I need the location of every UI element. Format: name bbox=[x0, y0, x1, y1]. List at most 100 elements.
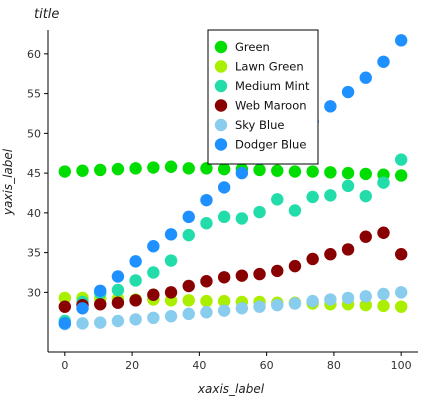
point-medium-mint bbox=[377, 176, 390, 189]
y-axis-title: yaxis_label bbox=[1, 148, 15, 216]
point-green bbox=[341, 166, 355, 180]
point-medium-mint bbox=[129, 274, 142, 287]
point-green bbox=[182, 162, 195, 175]
point-green bbox=[58, 165, 72, 178]
point-web-maroon bbox=[217, 271, 231, 284]
point-sky-blue bbox=[111, 314, 125, 328]
point-web-maroon bbox=[200, 275, 213, 288]
x-tick-label: 80 bbox=[327, 359, 341, 372]
chart-marks bbox=[58, 34, 408, 331]
point-sky-blue bbox=[94, 316, 107, 329]
point-medium-mint bbox=[217, 210, 231, 224]
point-dodger-blue bbox=[58, 317, 72, 330]
point-web-maroon bbox=[94, 298, 107, 311]
point-dodger-blue bbox=[341, 85, 355, 99]
point-sky-blue bbox=[324, 293, 337, 306]
point-sky-blue bbox=[182, 307, 195, 321]
legend-swatch-green bbox=[214, 40, 228, 54]
point-sky-blue bbox=[235, 302, 249, 315]
point-medium-mint bbox=[147, 266, 160, 279]
point-lawn-green bbox=[182, 294, 195, 307]
y-tick-label: 60 bbox=[27, 48, 41, 61]
point-dodger-blue bbox=[235, 166, 249, 180]
point-web-maroon bbox=[129, 294, 142, 307]
point-sky-blue bbox=[217, 304, 231, 317]
x-tick-label: 60 bbox=[260, 359, 274, 372]
point-sky-blue bbox=[76, 317, 89, 330]
point-lawn-green bbox=[377, 299, 390, 313]
point-sky-blue bbox=[164, 310, 178, 323]
point-medium-mint bbox=[359, 189, 372, 203]
point-lawn-green bbox=[217, 294, 231, 308]
legend-label-medium-mint: Medium Mint bbox=[235, 79, 310, 93]
x-tick-label: 40 bbox=[192, 359, 206, 372]
point-dodger-blue bbox=[200, 193, 213, 207]
point-web-maroon bbox=[288, 259, 302, 273]
point-green bbox=[306, 165, 319, 178]
point-sky-blue bbox=[147, 311, 160, 325]
point-medium-mint bbox=[394, 153, 408, 166]
point-sky-blue bbox=[129, 313, 142, 326]
point-green bbox=[76, 164, 89, 177]
point-green bbox=[147, 161, 160, 174]
point-web-maroon bbox=[111, 296, 125, 309]
point-sky-blue bbox=[271, 298, 284, 312]
point-medium-mint bbox=[235, 212, 249, 225]
x-tick-label: 0 bbox=[61, 359, 68, 372]
point-green bbox=[111, 162, 125, 176]
series-dodger-blue bbox=[58, 34, 408, 330]
legend-label-green: Green bbox=[235, 40, 270, 54]
point-sky-blue bbox=[200, 306, 213, 319]
point-green bbox=[129, 162, 142, 175]
legend-label-sky-blue: Sky Blue bbox=[235, 118, 284, 132]
y-tick-label: 30 bbox=[27, 286, 41, 299]
point-web-maroon bbox=[164, 286, 178, 299]
point-green bbox=[217, 162, 231, 176]
point-web-maroon bbox=[271, 264, 284, 278]
point-web-maroon bbox=[324, 248, 337, 261]
point-dodger-blue bbox=[147, 240, 160, 253]
point-medium-mint bbox=[306, 190, 319, 204]
point-green bbox=[394, 169, 408, 182]
point-dodger-blue bbox=[76, 302, 89, 315]
point-dodger-blue bbox=[359, 71, 372, 84]
y-tick-label: 45 bbox=[27, 167, 41, 180]
point-web-maroon bbox=[182, 279, 195, 293]
point-sky-blue bbox=[306, 294, 319, 308]
point-sky-blue bbox=[394, 286, 408, 299]
point-dodger-blue bbox=[111, 270, 125, 283]
point-medium-mint bbox=[324, 189, 337, 202]
legend-swatch-medium-mint bbox=[214, 79, 228, 93]
series-green bbox=[58, 160, 408, 182]
point-web-maroon bbox=[341, 243, 355, 256]
point-web-maroon bbox=[377, 226, 390, 239]
point-medium-mint bbox=[341, 179, 355, 193]
point-green bbox=[271, 164, 284, 177]
y-tick-label: 40 bbox=[27, 207, 41, 220]
point-green bbox=[253, 163, 266, 177]
legend-swatch-web-maroon bbox=[214, 99, 228, 112]
point-dodger-blue bbox=[129, 255, 142, 268]
point-dodger-blue bbox=[182, 210, 195, 224]
y-tick-label: 55 bbox=[27, 88, 41, 101]
y-tick-label: 50 bbox=[27, 127, 41, 140]
point-web-maroon bbox=[235, 269, 249, 282]
point-medium-mint bbox=[164, 254, 178, 267]
point-medium-mint bbox=[200, 217, 213, 230]
point-green bbox=[359, 167, 372, 181]
legend-label-lawn-green: Lawn Green bbox=[235, 60, 304, 74]
y-tick-label: 35 bbox=[27, 247, 41, 260]
x-axis-title: xaxis_label bbox=[197, 382, 265, 396]
point-web-maroon bbox=[306, 252, 319, 266]
point-sky-blue bbox=[377, 287, 390, 301]
point-web-maroon bbox=[253, 267, 266, 281]
point-green bbox=[94, 163, 107, 177]
point-lawn-green bbox=[359, 298, 372, 312]
point-medium-mint bbox=[288, 204, 302, 217]
point-dodger-blue bbox=[324, 100, 337, 113]
point-medium-mint bbox=[253, 205, 266, 219]
point-lawn-green bbox=[200, 294, 213, 308]
point-sky-blue bbox=[253, 300, 266, 313]
point-green bbox=[164, 160, 178, 173]
